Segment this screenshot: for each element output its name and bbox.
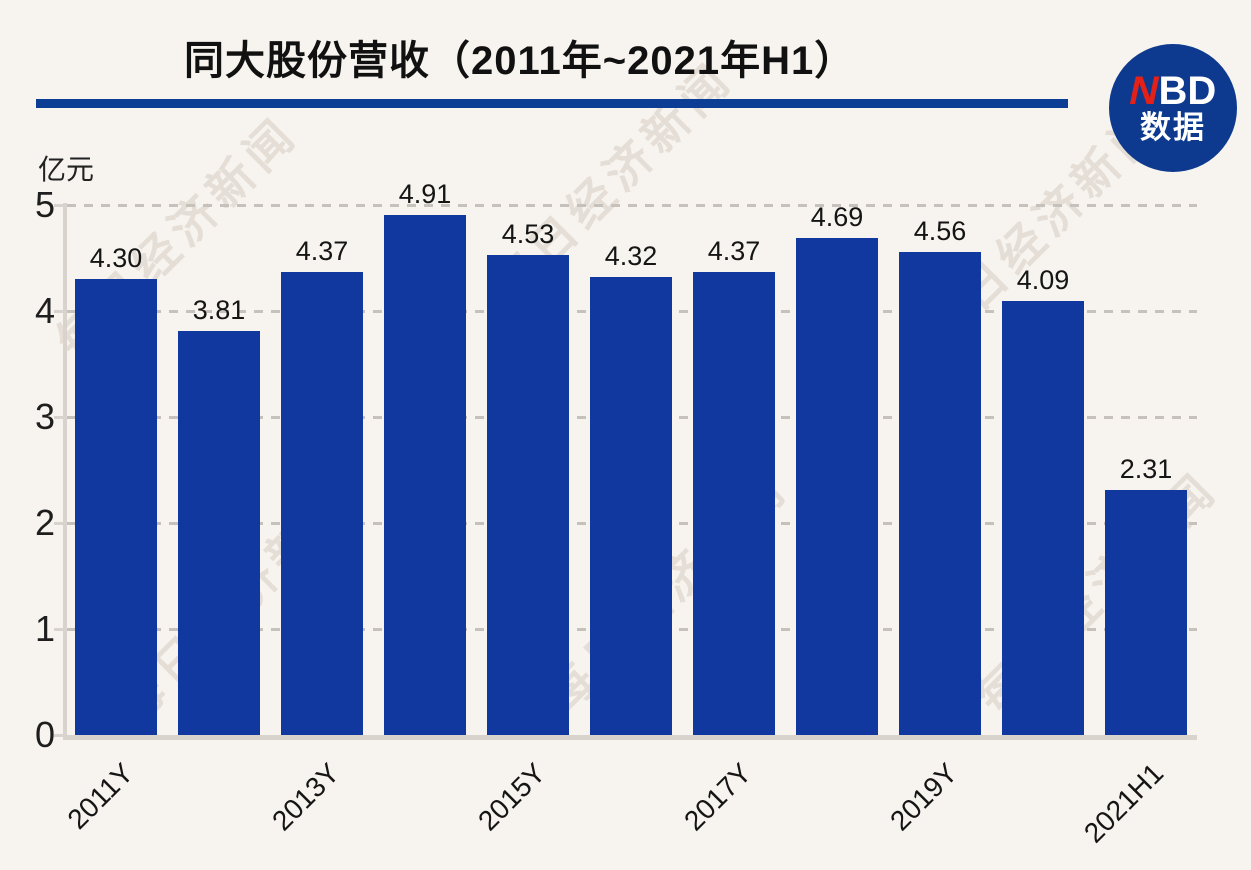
y-tick-label-2: 2 (34, 502, 55, 543)
bar-2018Y (796, 238, 878, 735)
bar-2015Y (487, 255, 569, 735)
y-tick-mark-2 (54, 522, 64, 525)
bar-value-label-2018Y: 4.69 (810, 202, 864, 232)
page-title: 同大股份营收（2011年~2021年H1） (184, 39, 856, 83)
watermark-text: 每日经济新闻 (966, 461, 1228, 723)
bar-2013Y (281, 272, 363, 735)
bar-value-label-2011Y: 4.30 (89, 243, 143, 273)
y-tick-mark-3 (54, 416, 64, 419)
bar-value-label-2015Y: 4.53 (501, 219, 555, 249)
y-tick-label-3: 3 (34, 396, 55, 437)
y-axis-unit-label: 亿元 (38, 154, 95, 185)
bar-2016Y (590, 277, 672, 735)
bar-value-label-2016Y: 4.32 (604, 241, 658, 271)
x-axis-baseline (63, 735, 1197, 740)
bar-2020Y (1002, 301, 1084, 735)
x-tick-label-2021H1: 2021H1 (1077, 757, 1170, 849)
bar-2011Y (75, 279, 157, 735)
bar-value-label-2017Y: 4.37 (707, 236, 761, 266)
bar-value-label-2013Y: 4.37 (295, 236, 349, 266)
bar-value-label-2021H1: 2.31 (1119, 454, 1173, 484)
x-tick-label-2015Y: 2015Y (472, 757, 552, 837)
bar-2014Y (384, 215, 466, 735)
bar-2019Y (899, 252, 981, 735)
y-tick-label-1: 1 (34, 608, 55, 649)
x-tick-label-2013Y: 2013Y (266, 757, 346, 837)
bar-2021H1 (1105, 490, 1187, 735)
y-tick-label-4: 4 (34, 290, 55, 331)
bar-2017Y (693, 272, 775, 735)
y-tick-label-0: 0 (34, 714, 55, 755)
y-tick-label-5: 5 (34, 184, 55, 225)
y-tick-mark-1 (54, 628, 64, 631)
x-tick-label-2017Y: 2017Y (678, 757, 758, 837)
bar-value-label-2020Y: 4.09 (1016, 265, 1070, 295)
bar-2012Y (178, 331, 260, 735)
y-axis-line (63, 203, 67, 740)
logo-bd-text: BD (1158, 69, 1217, 113)
logo-shuju-text: 数据 (1140, 110, 1206, 145)
x-tick-label-2019Y: 2019Y (884, 757, 964, 837)
title-underline-rule (36, 99, 1068, 108)
bar-value-label-2019Y: 4.56 (913, 216, 967, 246)
y-tick-mark-5 (54, 204, 64, 207)
x-tick-label-2011Y: 2011Y (61, 757, 140, 835)
logo-n-red-mark: N (1124, 69, 1164, 113)
bar-value-label-2014Y: 4.91 (398, 179, 452, 209)
gridline-y-5 (67, 204, 1197, 207)
logo-nbd-text: NBD (1125, 69, 1217, 113)
y-tick-mark-4 (54, 310, 64, 313)
nbd-data-logo: NBD 数据 (1109, 44, 1237, 172)
bar-value-label-2012Y: 3.81 (192, 295, 246, 325)
y-tick-mark-0 (54, 734, 64, 737)
